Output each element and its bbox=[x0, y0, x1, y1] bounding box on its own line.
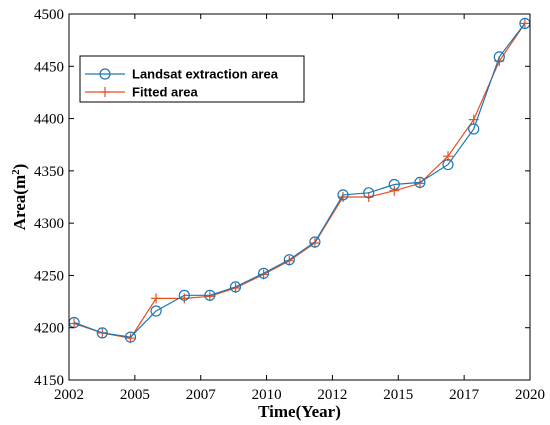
x-tick-label: 2010 bbox=[252, 387, 282, 403]
point-landsat-extraction-area-9 bbox=[309, 236, 321, 248]
point-landsat-extraction-area-1 bbox=[96, 327, 108, 339]
y-tick-label: 4500 bbox=[34, 7, 64, 23]
legend-label-landsat: Landsat extraction area bbox=[132, 67, 279, 82]
chart-marks bbox=[68, 17, 531, 344]
point-landsat-extraction-area-15 bbox=[468, 123, 480, 135]
x-axis-title: Time(Year) bbox=[258, 402, 341, 421]
y-tick-label: 4150 bbox=[34, 373, 64, 389]
point-fitted-area-5 bbox=[204, 291, 215, 302]
point-landsat-extraction-area-2 bbox=[124, 331, 137, 343]
point-landsat-extraction-area-6 bbox=[229, 281, 242, 293]
y-axis-title: Area(m2) bbox=[10, 164, 29, 231]
x-tick-label: 2020 bbox=[515, 387, 545, 403]
y-axis-title-superscript: 2 bbox=[10, 169, 22, 175]
point-landsat-extraction-area-5 bbox=[204, 289, 216, 301]
point-landsat-extraction-area-13 bbox=[414, 176, 426, 188]
x-tick-label: 2012 bbox=[317, 387, 347, 403]
axis-ticks: 2002 2005 2007 2010 2012 2015 2017 2020 4150 4200… bbox=[34, 7, 545, 403]
x-tick-label: 2002 bbox=[54, 387, 84, 403]
y-tick-label: 4400 bbox=[34, 112, 64, 128]
legend-marker-fitted bbox=[100, 87, 110, 97]
point-landsat-extraction-area-11 bbox=[363, 187, 375, 199]
legend-marker-landsat bbox=[99, 68, 111, 80]
point-landsat-extraction-area-10 bbox=[337, 189, 349, 201]
legend-box bbox=[79, 55, 305, 103]
x-tick-label: 2005 bbox=[120, 387, 150, 403]
plot-frame bbox=[68, 13, 531, 381]
point-landsat-extraction-area-12 bbox=[388, 178, 400, 191]
y-tick-label: 4200 bbox=[34, 321, 64, 337]
point-landsat-extraction-area-7 bbox=[258, 267, 270, 279]
y-tick-label: 4450 bbox=[34, 59, 64, 75]
point-landsat-extraction-area-4 bbox=[178, 289, 190, 301]
point-fitted-area-12 bbox=[389, 185, 400, 196]
y-tick-label: 4300 bbox=[34, 216, 64, 232]
point-landsat-extraction-area-3 bbox=[150, 305, 162, 317]
series-line-fitted-area bbox=[73, 23, 526, 339]
y-tick-label: 4350 bbox=[34, 164, 64, 180]
point-fitted-area-9 bbox=[309, 238, 320, 248]
legend-label-fitted: Fitted area bbox=[132, 85, 199, 100]
legend: Landsat extraction area Fitted area bbox=[79, 55, 305, 103]
y-axis-title-close: ) bbox=[10, 164, 29, 170]
point-fitted-area-13 bbox=[414, 178, 425, 189]
point-fitted-area-3 bbox=[151, 293, 162, 304]
point-landsat-extraction-area-8 bbox=[283, 254, 295, 266]
point-landsat-extraction-area-16 bbox=[493, 51, 505, 63]
x-tick-label: 2015 bbox=[383, 387, 413, 403]
series-line-landsat-extraction-area bbox=[73, 23, 526, 338]
y-axis-title-main: Area(m bbox=[10, 175, 29, 230]
point-landsat-extraction-area-14 bbox=[442, 159, 454, 171]
x-tick-label: 2017 bbox=[449, 387, 480, 403]
x-tick-label: 2007 bbox=[186, 387, 217, 403]
y-tick-label: 4250 bbox=[34, 268, 64, 284]
